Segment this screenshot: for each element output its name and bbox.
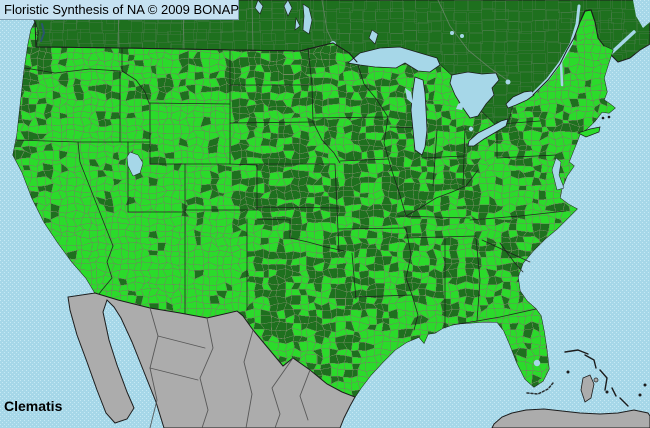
andros-island [580,374,595,403]
cuba [491,408,650,428]
taxon-label: Clematis [4,398,63,414]
lake-okeechobee [533,359,541,367]
canada-us-border [34,9,605,96]
attribution-text: Floristic Synthesis of NA © 2009 BONAP [4,2,240,17]
map-attribution-bar: Floristic Synthesis of NA © 2009 BONAP [0,0,239,20]
great-lakes [347,4,581,156]
islands [491,115,650,428]
mexico-region [67,292,356,428]
long-island [577,126,601,138]
